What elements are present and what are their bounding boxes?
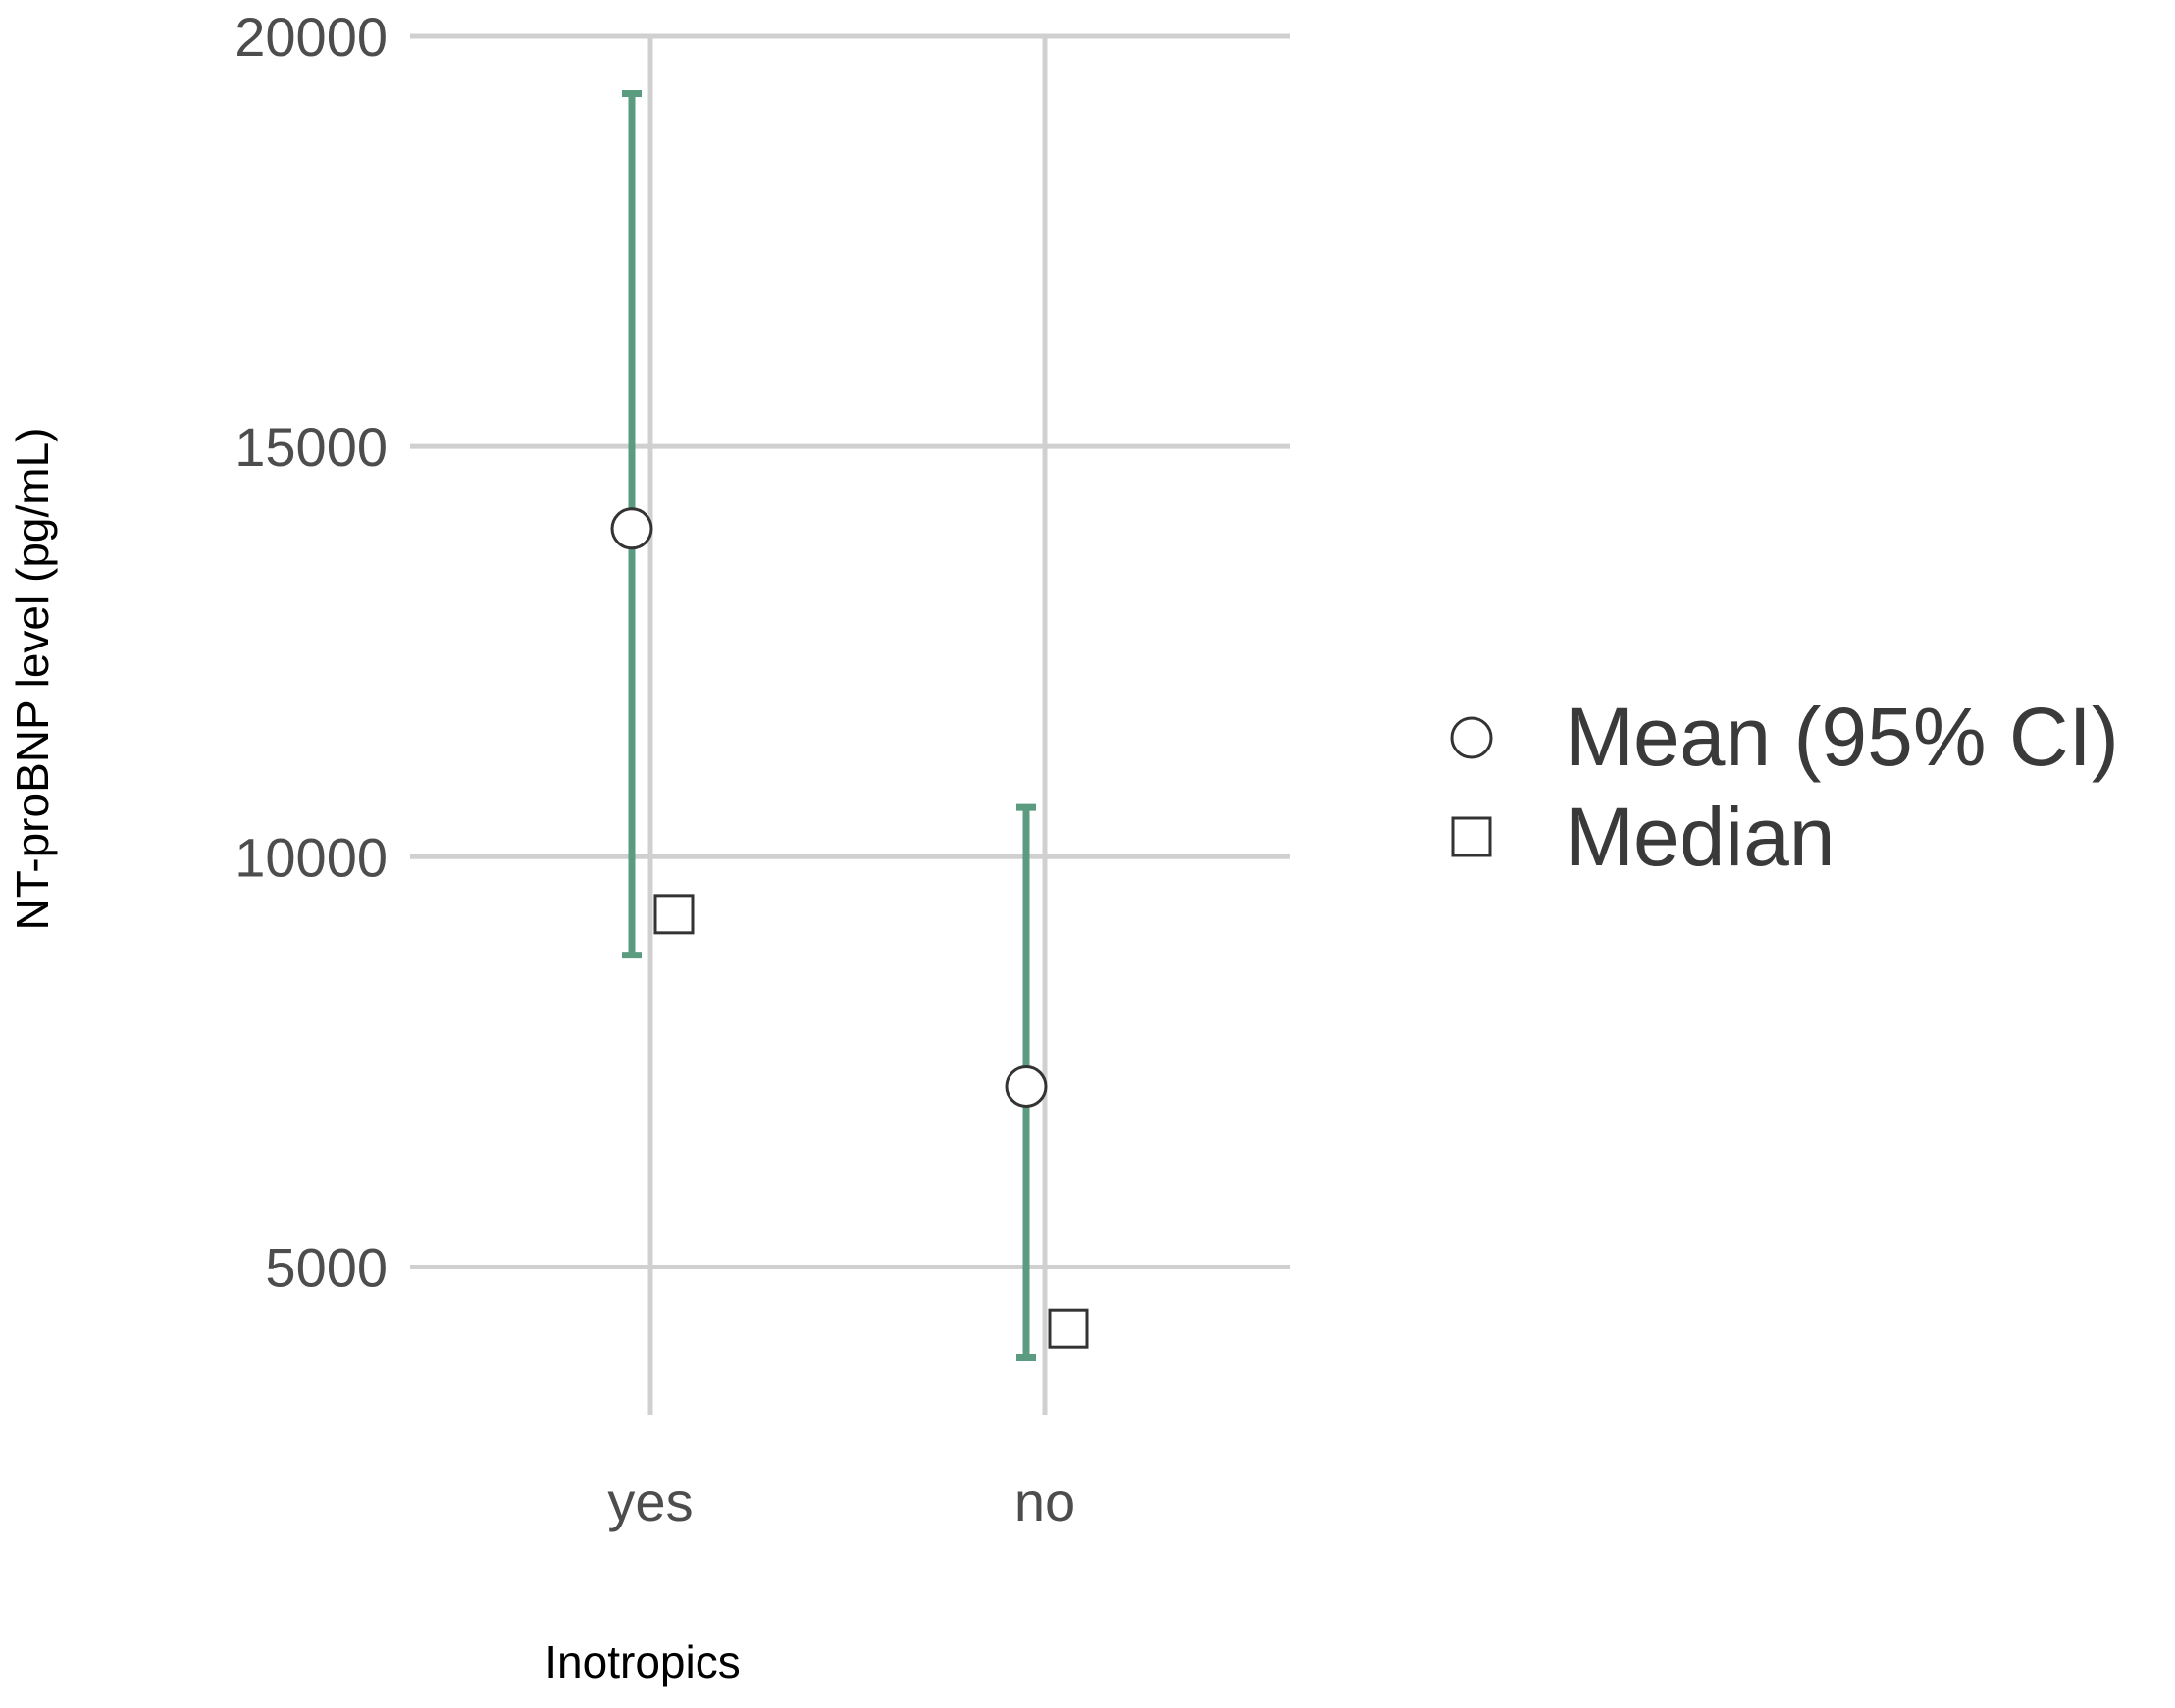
- y-axis-title: NT-proBNP level (pg/mL): [7, 428, 58, 931]
- y-tick-label: 5000: [265, 1236, 388, 1298]
- x-tick-label: yes: [607, 1471, 693, 1532]
- y-tick-label: 10000: [234, 826, 388, 888]
- y-axis-ticks: 5000 10000 15000 20000: [234, 6, 388, 1298]
- mean-point-yes: [610, 507, 653, 550]
- legend-mean-label: Mean (95% CI): [1565, 691, 2119, 783]
- marker-layer: [610, 507, 1089, 1349]
- legend: Mean (95% CI) Median: [1450, 691, 2119, 883]
- legend-median-label: Median: [1565, 791, 1836, 883]
- median-point-no: [1048, 1308, 1089, 1349]
- y-tick-label: 20000: [234, 6, 388, 68]
- grid-layer: [410, 33, 1290, 1415]
- median-point-yes: [653, 894, 695, 935]
- errorbar-layer: [622, 90, 1036, 1361]
- legend-median-marker: [1451, 816, 1492, 857]
- mean-point-no: [1005, 1064, 1048, 1108]
- x-axis-ticks: yes no: [607, 1471, 1075, 1532]
- x-tick-label: no: [1014, 1471, 1075, 1532]
- y-tick-label: 15000: [234, 416, 388, 478]
- legend-mean-marker: [1450, 716, 1493, 759]
- x-axis-title: Inotropics: [544, 1636, 740, 1687]
